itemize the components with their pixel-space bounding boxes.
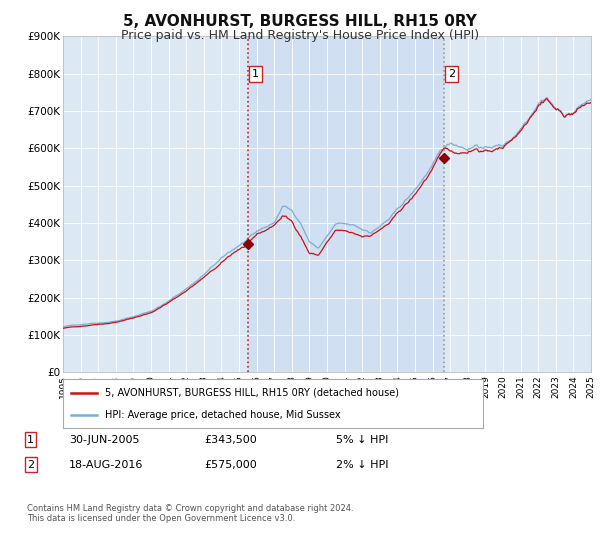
Text: Price paid vs. HM Land Registry's House Price Index (HPI): Price paid vs. HM Land Registry's House … — [121, 29, 479, 42]
Text: 2: 2 — [448, 69, 455, 79]
Text: 5% ↓ HPI: 5% ↓ HPI — [336, 435, 388, 445]
Text: Contains HM Land Registry data © Crown copyright and database right 2024.
This d: Contains HM Land Registry data © Crown c… — [27, 504, 353, 524]
Text: 30-JUN-2005: 30-JUN-2005 — [69, 435, 139, 445]
Text: 2% ↓ HPI: 2% ↓ HPI — [336, 460, 389, 470]
Text: 18-AUG-2016: 18-AUG-2016 — [69, 460, 143, 470]
Text: £343,500: £343,500 — [204, 435, 257, 445]
Text: 5, AVONHURST, BURGESS HILL, RH15 0RY (detached house): 5, AVONHURST, BURGESS HILL, RH15 0RY (de… — [105, 388, 399, 398]
Text: HPI: Average price, detached house, Mid Sussex: HPI: Average price, detached house, Mid … — [105, 409, 341, 419]
Text: £575,000: £575,000 — [204, 460, 257, 470]
Bar — [248, 36, 443, 372]
Text: 1: 1 — [252, 69, 259, 79]
Text: 1: 1 — [27, 435, 34, 445]
Text: 5, AVONHURST, BURGESS HILL, RH15 0RY: 5, AVONHURST, BURGESS HILL, RH15 0RY — [123, 14, 477, 29]
Text: 2: 2 — [27, 460, 34, 470]
